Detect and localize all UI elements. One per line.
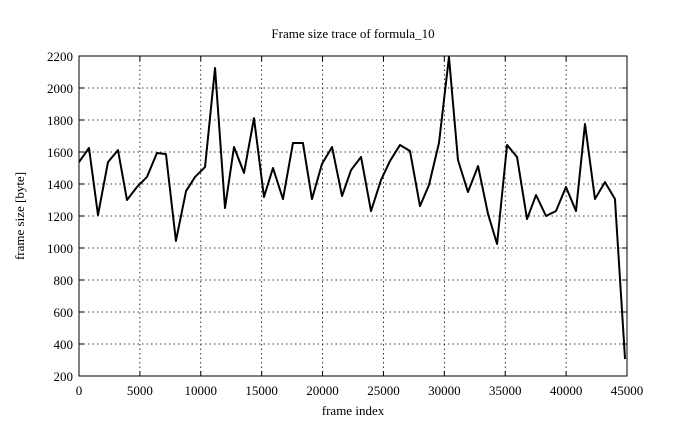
y-tick-label: 800 xyxy=(54,273,74,288)
x-tick-label: 15000 xyxy=(245,383,278,398)
chart-title: Frame size trace of formula_10 xyxy=(271,26,434,41)
y-tick-label: 2000 xyxy=(47,81,73,96)
y-tick-label: 200 xyxy=(54,369,74,384)
x-tick-label: 0 xyxy=(76,383,83,398)
y-tick-label: 1200 xyxy=(47,209,73,224)
y-tick-label: 1800 xyxy=(47,113,73,128)
x-tick-label: 40000 xyxy=(550,383,583,398)
x-tick-label: 20000 xyxy=(306,383,339,398)
x-tick-label: 35000 xyxy=(489,383,522,398)
x-tick-label: 10000 xyxy=(185,383,218,398)
y-tick-label: 1400 xyxy=(47,177,73,192)
y-tick-label: 1000 xyxy=(47,241,73,256)
y-axis-label: frame size [byte] xyxy=(12,172,27,260)
data-line xyxy=(78,55,627,360)
y-tick-label: 2200 xyxy=(47,49,73,64)
plot-frame xyxy=(78,55,628,377)
x-tick-label: 25000 xyxy=(367,383,400,398)
y-tick-label: 400 xyxy=(54,337,74,352)
x-tick-label: 5000 xyxy=(127,383,153,398)
x-tick-label: 30000 xyxy=(428,383,461,398)
x-tick-label: 45000 xyxy=(611,383,644,398)
y-tick-label: 1600 xyxy=(47,145,73,160)
y-tick-label: 600 xyxy=(54,305,74,320)
x-axis-label: frame index xyxy=(322,403,385,418)
